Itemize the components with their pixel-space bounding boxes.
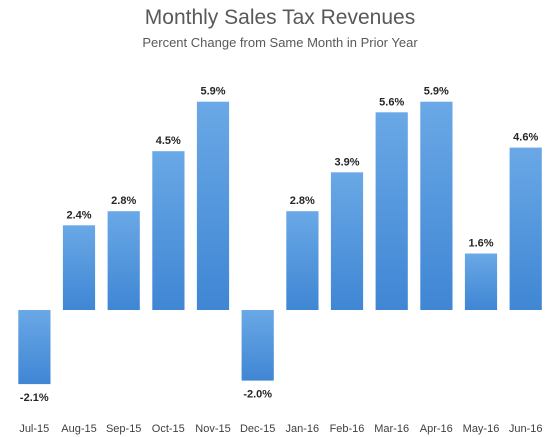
bar-aug-15 bbox=[62, 225, 96, 310]
bar-apr-16 bbox=[420, 101, 453, 310]
data-label-oct-15: 4.5% bbox=[156, 135, 181, 147]
x-tick-dec-15: Dec-15 bbox=[240, 423, 275, 435]
bar-mar-16 bbox=[375, 112, 408, 310]
data-label-may-16: 1.6% bbox=[468, 238, 493, 250]
x-tick-feb-16: Feb-16 bbox=[330, 423, 365, 435]
bar-jun-16 bbox=[509, 147, 542, 310]
bar-jan-16 bbox=[286, 211, 319, 310]
data-label-jan-16: 2.8% bbox=[290, 195, 315, 207]
data-label-feb-16: 3.9% bbox=[334, 156, 359, 168]
x-tick-jan-16: Jan-16 bbox=[285, 423, 319, 435]
bar-sep-15 bbox=[107, 211, 140, 310]
data-label-dec-15: -2.0% bbox=[243, 389, 272, 401]
x-tick-mar-16: Mar-16 bbox=[374, 423, 409, 435]
x-tick-jul-15: Jul-15 bbox=[19, 423, 49, 435]
data-label-apr-16: 5.9% bbox=[424, 86, 449, 98]
bar-nov-15 bbox=[196, 101, 230, 310]
x-tick-aug-15: Aug-15 bbox=[61, 423, 96, 435]
bar-dec-15 bbox=[241, 310, 274, 381]
data-label-sep-15: 2.8% bbox=[111, 195, 136, 207]
data-label-mar-16: 5.6% bbox=[379, 96, 404, 108]
data-label-aug-15: 2.4% bbox=[66, 209, 91, 221]
x-tick-jun-16: Jun-16 bbox=[509, 423, 543, 435]
bar-feb-16 bbox=[330, 172, 364, 310]
x-tick-oct-15: Oct-15 bbox=[152, 423, 185, 435]
bar-jul-15 bbox=[18, 310, 51, 385]
data-label-nov-15: 5.9% bbox=[200, 86, 225, 98]
x-tick-apr-16: Apr-16 bbox=[420, 423, 453, 435]
x-tick-sep-15: Sep-15 bbox=[106, 423, 141, 435]
x-tick-may-16: May-16 bbox=[463, 423, 500, 435]
chart-title: Monthly Sales Tax Revenues bbox=[144, 6, 416, 29]
data-label-jun-16: 4.6% bbox=[513, 132, 538, 144]
bar-oct-15 bbox=[152, 151, 185, 310]
chart-subtitle: Percent Change from Same Month in Prior … bbox=[142, 35, 418, 50]
bar-may-16 bbox=[464, 253, 498, 310]
x-tick-nov-15: Nov-15 bbox=[195, 423, 230, 435]
data-label-jul-15: -2.1% bbox=[20, 392, 49, 404]
